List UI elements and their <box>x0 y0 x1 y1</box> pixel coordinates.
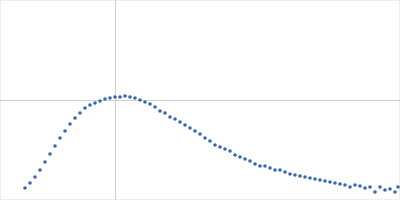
point <box>73 116 77 120</box>
point <box>58 136 62 140</box>
point <box>328 180 332 184</box>
point <box>118 95 122 99</box>
point <box>198 132 202 136</box>
point <box>238 155 242 159</box>
point <box>313 177 317 181</box>
point <box>343 183 347 187</box>
point <box>68 122 72 126</box>
point <box>108 96 112 100</box>
point <box>233 153 237 157</box>
point <box>143 100 147 104</box>
point <box>133 96 137 100</box>
point <box>228 149 232 153</box>
point <box>383 188 387 192</box>
points <box>23 94 400 194</box>
point <box>363 186 367 190</box>
point <box>28 181 32 185</box>
point <box>208 139 212 143</box>
point <box>23 186 27 190</box>
point <box>33 175 37 179</box>
point <box>396 185 400 189</box>
point <box>293 173 297 177</box>
point <box>113 95 117 99</box>
point <box>248 159 252 163</box>
point <box>93 101 97 105</box>
point <box>268 166 272 170</box>
point <box>83 106 87 110</box>
point <box>318 178 322 182</box>
point <box>123 94 127 98</box>
point <box>258 164 262 168</box>
chart <box>0 0 400 200</box>
point <box>223 147 227 151</box>
point <box>183 123 187 127</box>
point <box>153 105 157 109</box>
point <box>158 109 162 113</box>
point <box>138 98 142 102</box>
point <box>48 152 52 156</box>
point <box>188 126 192 130</box>
point <box>53 144 57 148</box>
point <box>348 185 352 189</box>
point <box>128 95 132 99</box>
point <box>303 175 307 179</box>
point <box>368 185 372 189</box>
point <box>78 111 82 115</box>
point <box>388 187 392 191</box>
point <box>148 102 152 106</box>
point <box>263 164 267 168</box>
point <box>283 170 287 174</box>
point <box>278 168 282 172</box>
point <box>273 168 277 172</box>
point <box>338 182 342 186</box>
point <box>353 183 357 187</box>
point <box>178 120 182 124</box>
point <box>358 184 362 188</box>
point <box>98 99 102 103</box>
point <box>173 117 177 121</box>
point <box>378 185 382 189</box>
point <box>103 97 107 101</box>
point <box>43 160 47 164</box>
point <box>298 174 302 178</box>
point <box>218 145 222 149</box>
point <box>288 172 292 176</box>
plot-frame <box>1 1 400 200</box>
point <box>163 111 167 115</box>
point <box>38 168 42 172</box>
point <box>203 136 207 140</box>
point <box>373 190 377 194</box>
point <box>253 162 257 166</box>
point <box>333 181 337 185</box>
point <box>393 190 397 194</box>
point <box>63 129 67 133</box>
point <box>193 129 197 133</box>
point <box>323 179 327 183</box>
point <box>308 176 312 180</box>
point <box>213 143 217 147</box>
point <box>88 103 92 107</box>
point <box>243 157 247 161</box>
point <box>168 115 172 119</box>
grid-line-y <box>0 100 400 101</box>
